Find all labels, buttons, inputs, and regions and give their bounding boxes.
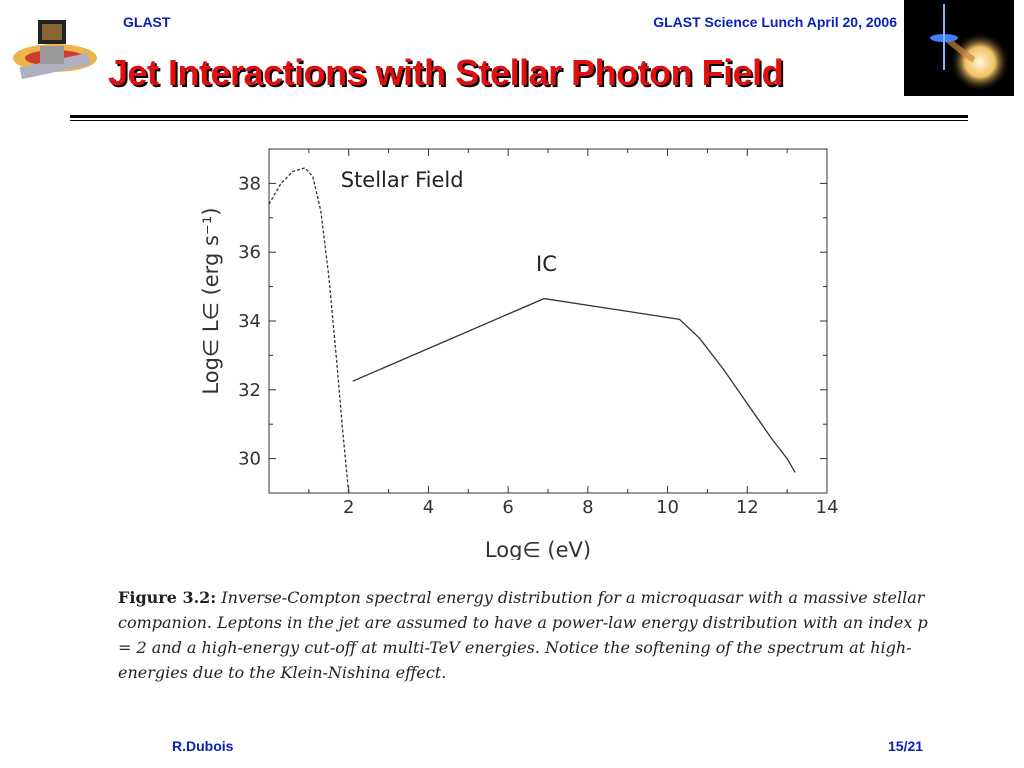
x-axis-label: Log∈ (eV) <box>485 538 591 560</box>
y-tick-label: 30 <box>238 449 261 470</box>
y-axis-label: Log∈ L∈ (erg s⁻¹) <box>199 207 223 394</box>
figure-caption: Figure 3.2: Inverse-Compton spectral ene… <box>118 585 928 685</box>
microquasar-image <box>904 0 1014 96</box>
header-left-label: GLAST <box>123 14 171 30</box>
x-tick-label: 12 <box>736 497 759 518</box>
footer-page-number: 15/21 <box>888 738 924 754</box>
x-tick-label: 10 <box>656 497 679 518</box>
x-tick-label: 2 <box>343 497 354 518</box>
page-title: Jet Interactions with Stellar Photon Fie… <box>108 52 784 93</box>
y-tick-label: 34 <box>238 311 261 332</box>
caption-label: Figure 3.2: <box>118 588 217 607</box>
plot-frame <box>268 148 828 494</box>
y-tick-label: 38 <box>238 173 261 194</box>
x-tick-label: 6 <box>502 497 513 518</box>
header-divider-thin <box>70 120 968 121</box>
y-tick-label: 32 <box>238 380 261 401</box>
series-line-ic <box>352 297 796 473</box>
ic-sed-chart: 2 4 6 8 10 12 14 30 32 34 36 38 Log∈ (eV) Log∈ L∈ (er… <box>190 140 850 562</box>
caption-text: Inverse-Compton spectral energy distribu… <box>118 588 928 682</box>
footer-author: R.Dubois <box>172 738 234 754</box>
x-tick-label: 4 <box>423 497 434 518</box>
ic-label: IC <box>536 252 557 276</box>
header-right-label: GLAST Science Lunch April 20, 2006 <box>653 14 897 30</box>
x-tick-label: 8 <box>582 497 593 518</box>
glast-logo <box>10 14 100 86</box>
chart-svg: 2 4 6 8 10 12 14 30 32 34 36 38 Log∈ (eV) Log∈ L∈ (er… <box>199 148 839 562</box>
y-tick-label: 36 <box>238 242 261 263</box>
x-tick-label: 14 <box>816 497 839 518</box>
stellar-field-label: Stellar Field <box>341 168 464 192</box>
series-line-stellar-field <box>269 167 350 493</box>
header-divider <box>70 115 968 118</box>
